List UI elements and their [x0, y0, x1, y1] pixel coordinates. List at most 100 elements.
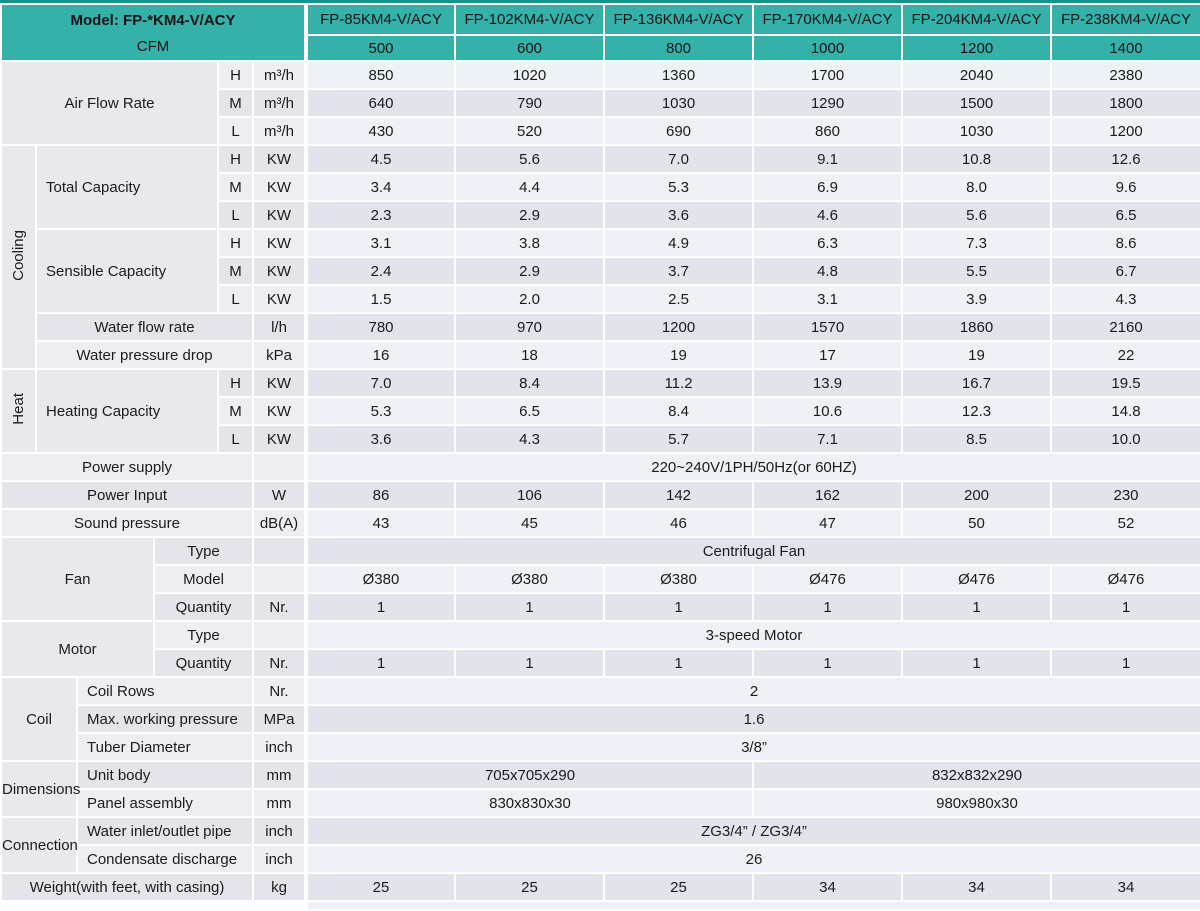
value-cell: 162 — [752, 480, 903, 510]
spec-table: Model: FP-*KM4-V/ACY CFM FP-85KM4-V/ACY … — [0, 3, 1200, 911]
column-header-cfm: 1000 — [752, 34, 903, 62]
unit-label: KW — [252, 368, 307, 398]
value-cell: 5.7 — [603, 424, 754, 454]
value-cell: 1200 — [1050, 116, 1200, 146]
value-cell: 3.6 — [304, 424, 456, 454]
value-cell: 19.5 — [1050, 368, 1200, 398]
value-cell: 34 — [901, 872, 1052, 902]
value-cell: 640 — [304, 88, 456, 118]
value-cell: 860 — [752, 116, 903, 146]
value-cell: 4.5 — [304, 144, 456, 174]
value-cell: 8.5 — [901, 424, 1052, 454]
value-cell: 18 — [454, 340, 605, 370]
value-cell: 3.8 — [454, 228, 605, 258]
value-cell: 19 — [901, 340, 1052, 370]
max-working-pressure-label: Max. working pressure — [76, 704, 254, 734]
value-cell: 10.6 — [752, 396, 903, 426]
value-cell: 25 — [603, 872, 754, 902]
cfm-label: CFM — [136, 38, 170, 55]
value-cell: 3.7 — [603, 256, 754, 286]
value-cell: 1 — [1050, 648, 1200, 678]
speed-label: M — [217, 256, 254, 286]
air-flow-rate-label: Air Flow Rate — [0, 60, 219, 146]
speed-label: L — [217, 424, 254, 454]
value-cell: 1360 — [603, 60, 754, 90]
value-cell: 1030 — [901, 116, 1052, 146]
value-cell: 430 — [304, 116, 456, 146]
value-cell: 780 — [304, 312, 456, 342]
column-header-cfm: 600 — [454, 34, 605, 62]
column-header-cfm: 1400 — [1050, 34, 1200, 62]
value-cell: 230 — [1050, 480, 1200, 510]
value-cell: 1.5 — [304, 284, 456, 314]
value-cell: 5.6 — [901, 200, 1052, 230]
value-cell: 22 — [1050, 340, 1200, 370]
unit-label: KW — [252, 172, 307, 202]
value-cell: 8.4 — [603, 396, 754, 426]
unit-label: inch — [252, 816, 307, 846]
unit-label-empty — [252, 564, 307, 594]
value-cell: 4.3 — [1050, 284, 1200, 314]
coil-rows-value: 2 — [304, 676, 1200, 706]
value-cell: 3.6 — [603, 200, 754, 230]
value-cell: 2.0 — [454, 284, 605, 314]
value-cell: 34 — [752, 872, 903, 902]
power-supply-label: Power supply — [0, 452, 254, 482]
unit-label: KW — [252, 424, 307, 454]
value-cell: 1700 — [752, 60, 903, 90]
value-cell: 7.1 — [752, 424, 903, 454]
value-cell: 4.9 — [603, 228, 754, 258]
condensate-discharge-label: Condensate discharge — [76, 844, 254, 874]
value-cell: 45 — [454, 508, 605, 538]
bottom-filler-right — [304, 900, 1200, 911]
unit-label: KW — [252, 396, 307, 426]
value-cell: 3.1 — [304, 228, 456, 258]
unit-label: KW — [252, 200, 307, 230]
value-cell: Ø476 — [901, 564, 1052, 594]
value-cell: 4.8 — [752, 256, 903, 286]
value-cell: Ø380 — [603, 564, 754, 594]
value-cell: 52 — [1050, 508, 1200, 538]
value-cell: 1570 — [752, 312, 903, 342]
unit-label: m³/h — [252, 60, 307, 90]
unit-label: W — [252, 480, 307, 510]
value-cell: 8.0 — [901, 172, 1052, 202]
speed-label: M — [217, 396, 254, 426]
value-cell: 1020 — [454, 60, 605, 90]
value-cell: 10.0 — [1050, 424, 1200, 454]
value-cell: 10.8 — [901, 144, 1052, 174]
value-cell: 6.3 — [752, 228, 903, 258]
value-cell: 1 — [901, 592, 1052, 622]
value-cell: 25 — [454, 872, 605, 902]
water-pipe-value: ZG3/4” / ZG3/4” — [304, 816, 1200, 846]
value-cell: 1 — [603, 592, 754, 622]
unit-label: MPa — [252, 704, 307, 734]
value-cell: 2.4 — [304, 256, 456, 286]
column-header-model: FP-85KM4-V/ACY — [304, 3, 456, 36]
unit-label: inch — [252, 844, 307, 874]
value-cell: 6.5 — [454, 396, 605, 426]
coil-group-label: Coil — [0, 676, 78, 762]
value-cell: Ø380 — [454, 564, 605, 594]
value-cell: 520 — [454, 116, 605, 146]
column-header-model: FP-204KM4-V/ACY — [901, 3, 1052, 36]
unit-label-empty — [252, 452, 307, 482]
unit-body-value: 705x705x290 — [304, 760, 754, 790]
value-cell: 1 — [901, 648, 1052, 678]
value-cell: 1 — [752, 648, 903, 678]
speed-label: H — [217, 144, 254, 174]
value-cell: 16 — [304, 340, 456, 370]
total-capacity-label: Total Capacity — [35, 144, 219, 230]
value-cell: 2.9 — [454, 256, 605, 286]
value-cell: 1030 — [603, 88, 754, 118]
value-cell: 19 — [603, 340, 754, 370]
water-pipe-label: Water inlet/outlet pipe — [76, 816, 254, 846]
unit-label: mm — [252, 788, 307, 818]
fan-type-label: Type — [153, 536, 254, 566]
speed-label: M — [217, 88, 254, 118]
water-flow-rate-label: Water flow rate — [35, 312, 254, 342]
condensate-discharge-value: 26 — [304, 844, 1200, 874]
table-top-border — [0, 0, 1200, 3]
speed-label: L — [217, 116, 254, 146]
motor-type-value: 3-speed Motor — [304, 620, 1200, 650]
